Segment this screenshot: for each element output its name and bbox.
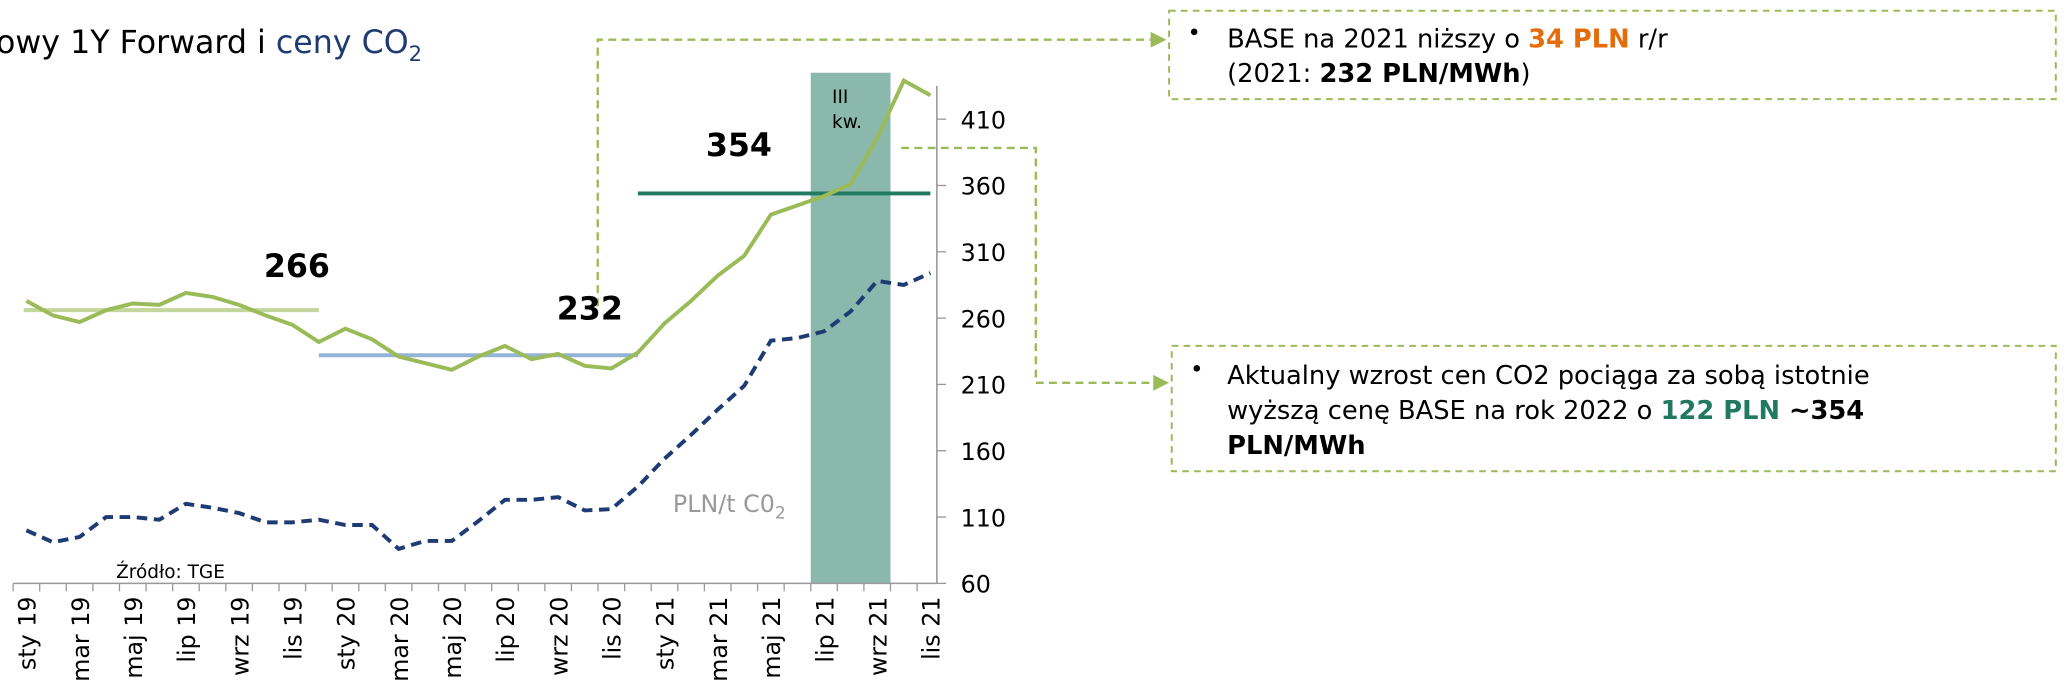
callout-box (1170, 344, 2057, 473)
callout-box (1168, 9, 2057, 101)
callout-run: PLN/MWh (1227, 431, 1365, 461)
callout-line: BASE na 2021 niższy o 34 PLN r/r (1227, 25, 1668, 55)
callout-run: Aktualny wzrost cen CO2 pociąga za sobą … (1227, 361, 1870, 391)
arrow-head (1153, 374, 1170, 391)
series-line (25, 77, 932, 372)
highlight-label: III (832, 87, 848, 108)
y-tick-label: 160 (961, 438, 1006, 466)
callout-line: PLN/MWh (1227, 431, 1365, 461)
highlight-label: kw. (832, 112, 862, 133)
y-tick-label: 210 (961, 372, 1006, 400)
callout-run: (2021: (1227, 59, 1319, 89)
x-tick-label: lis 20 (599, 597, 627, 660)
x-tick-label: wrz 21 (864, 597, 892, 676)
x-tick-label: maj 20 (439, 597, 467, 679)
x-tick-label: wrz 19 (226, 597, 254, 676)
series-line (25, 271, 932, 552)
callout-run: wyższą cenę BASE na rok 2022 o (1227, 396, 1660, 426)
x-tick-label: sty 20 (333, 597, 361, 671)
callout-line: Aktualny wzrost cen CO2 pociąga za sobą … (1227, 361, 1870, 391)
x-tick-label: lip 21 (811, 597, 839, 663)
x-tick-label: lip 19 (173, 597, 201, 663)
connector (596, 38, 1151, 307)
title-part: owy 1Y Forward i (0, 25, 276, 61)
y-tick-label: 310 (961, 239, 1006, 267)
callout-run: 34 PLN (1528, 25, 1630, 55)
x-tick-label: sty 19 (14, 597, 42, 671)
chart-title: owy 1Y Forward i ceny CO2 (0, 25, 422, 66)
x-tick-label: mar 19 (67, 597, 95, 682)
bullet (1193, 364, 1201, 372)
bullet (1190, 28, 1198, 36)
arrow-head (1150, 31, 1167, 48)
series-label-sub: 2 (775, 504, 786, 524)
callout-run: r/r (1630, 25, 1668, 55)
y-tick-label: 360 (961, 173, 1006, 201)
connector (901, 146, 1154, 384)
reference-label: 232 (557, 291, 623, 327)
source-note: Źródło: TGE (116, 561, 225, 583)
y-tick-label: 60 (961, 571, 991, 599)
x-tick-label: wrz 20 (545, 597, 573, 676)
x-tick-label: sty 21 (652, 597, 680, 671)
callout-run: ~354 (1780, 396, 1864, 426)
reference-label: 266 (264, 249, 330, 285)
series-label: PLN/t C02 (673, 490, 786, 524)
x-tick-label: maj 21 (758, 597, 786, 679)
callout-run: 122 PLN (1661, 396, 1780, 426)
x-tick-label: lis 21 (918, 597, 946, 660)
callout-run: BASE na 2021 niższy o (1227, 25, 1528, 55)
x-tick-label: maj 19 (120, 597, 148, 679)
title-sub: 2 (409, 41, 422, 66)
y-tick-label: 260 (961, 305, 1006, 333)
x-tick-label: mar 20 (386, 597, 414, 682)
title-part: ceny CO (276, 25, 409, 61)
x-tick-label: lis 19 (280, 597, 308, 660)
callout-run: ) (1521, 59, 1531, 89)
reference-label: 354 (706, 128, 772, 164)
callout-run: 232 PLN/MWh (1319, 59, 1520, 89)
y-tick-label: 410 (961, 106, 1006, 134)
y-tick-label: 110 (961, 504, 1006, 532)
callout-line: (2021: 232 PLN/MWh) (1227, 59, 1530, 89)
callout-line: wyższą cenę BASE na rok 2022 o 122 PLN ~… (1227, 396, 1864, 426)
x-tick-label: mar 21 (705, 597, 733, 682)
series-label-text: PLN/t C0 (673, 490, 775, 518)
highlight-band (810, 72, 891, 584)
x-tick-label: lip 20 (492, 597, 520, 663)
